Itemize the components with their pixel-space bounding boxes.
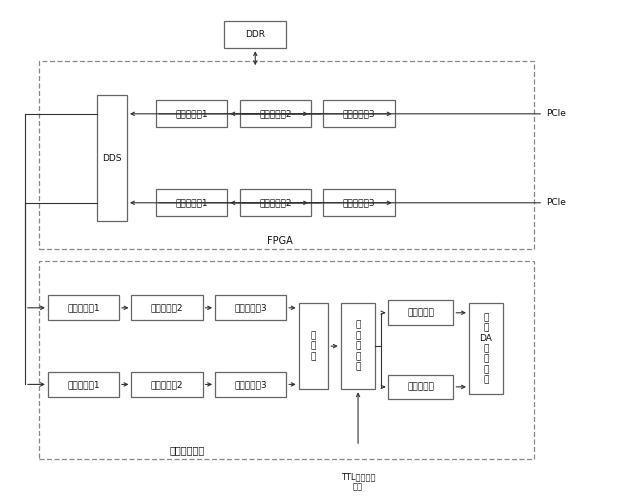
Bar <box>48 372 119 397</box>
Bar <box>98 95 127 221</box>
Text: DDR: DDR <box>245 30 265 39</box>
Bar <box>225 21 286 48</box>
Text: 第一滤波器: 第一滤波器 <box>407 308 434 317</box>
Text: 第二滤波器: 第二滤波器 <box>407 382 434 391</box>
Text: FPGA: FPGA <box>267 236 293 246</box>
Text: PCIe: PCIe <box>546 198 566 207</box>
Text: 数模转换电路: 数模转换电路 <box>170 445 205 455</box>
Text: 半带滤波器3: 半带滤波器3 <box>234 380 267 389</box>
Bar <box>388 375 453 399</box>
Text: PCIe: PCIe <box>546 109 566 118</box>
Text: 半带滤波器2: 半带滤波器2 <box>151 303 183 312</box>
Bar <box>48 295 119 320</box>
Text: 调
制
器: 调 制 器 <box>311 331 316 361</box>
Bar <box>156 100 228 127</box>
Text: 半带滤波器3: 半带滤波器3 <box>343 198 375 207</box>
Text: 半带滤波器2: 半带滤波器2 <box>259 109 292 118</box>
Bar <box>39 261 534 459</box>
Bar <box>215 295 286 320</box>
Bar <box>156 189 228 216</box>
Bar <box>240 100 311 127</box>
Text: 半带滤波器2: 半带滤波器2 <box>259 198 292 207</box>
Bar <box>131 372 203 397</box>
Text: DDS: DDS <box>103 154 122 163</box>
Text: TTL触发脉冲
信号: TTL触发脉冲 信号 <box>341 472 375 492</box>
Text: 两
路
DA
输
出
端
子: 两 路 DA 输 出 端 子 <box>480 313 493 384</box>
Text: 半带滤波器2: 半带滤波器2 <box>151 380 183 389</box>
Bar <box>39 61 534 248</box>
Bar <box>131 295 203 320</box>
Bar <box>299 303 328 389</box>
Bar <box>469 303 503 394</box>
Bar <box>323 100 394 127</box>
Bar <box>388 300 453 325</box>
Bar <box>240 189 311 216</box>
Text: 半带滤波器1: 半带滤波器1 <box>67 380 100 389</box>
Bar <box>323 189 394 216</box>
Text: 半带滤波器1: 半带滤波器1 <box>175 109 208 118</box>
Text: 半带滤波器1: 半带滤波器1 <box>175 198 208 207</box>
Text: 半带滤波器3: 半带滤波器3 <box>234 303 267 312</box>
Text: 半带滤波器1: 半带滤波器1 <box>67 303 100 312</box>
Bar <box>341 303 375 389</box>
Bar <box>215 372 286 397</box>
Text: 半带滤波器3: 半带滤波器3 <box>343 109 375 118</box>
Text: 数
模
转
换
器: 数 模 转 换 器 <box>355 321 360 371</box>
